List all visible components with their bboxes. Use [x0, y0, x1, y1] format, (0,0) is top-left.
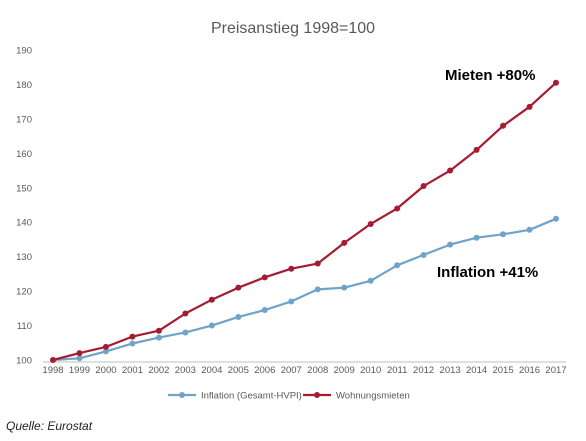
annotation-inflation: Inflation +41%: [437, 264, 538, 281]
y-tick-label: 120: [16, 287, 32, 298]
data-point-wohnungsmieten: [526, 103, 533, 110]
data-point-wohnungsmieten: [394, 205, 401, 212]
data-point-inflation: [182, 329, 189, 336]
data-point-inflation: [553, 215, 559, 222]
data-point-inflation: [76, 355, 83, 362]
legend-marker: [314, 392, 320, 398]
data-point-inflation: [208, 322, 215, 329]
data-point-wohnungsmieten: [553, 79, 559, 86]
data-point-inflation: [341, 284, 348, 291]
data-point-wohnungsmieten: [367, 220, 374, 227]
y-tick-label: 140: [16, 218, 32, 229]
x-tick-label: 2007: [281, 365, 302, 376]
x-tick-label: 1999: [69, 365, 90, 376]
y-tick-label: 130: [16, 252, 32, 263]
data-point-inflation: [261, 307, 268, 314]
data-point-wohnungsmieten: [235, 284, 242, 291]
y-tick-label: 190: [16, 46, 32, 57]
data-point-inflation: [314, 286, 321, 293]
data-point-inflation: [235, 313, 242, 320]
legend-label: Wohnungsmieten: [336, 391, 410, 402]
data-point-inflation: [367, 277, 374, 284]
data-point-inflation: [473, 234, 480, 241]
legend-label: Inflation (Gesamt-HVPI): [201, 391, 302, 402]
data-point-wohnungsmieten: [155, 327, 162, 334]
series-group: [50, 79, 559, 363]
x-tick-label: 2005: [228, 365, 249, 376]
data-point-wohnungsmieten: [208, 296, 215, 303]
x-tick-label: 2004: [201, 365, 222, 376]
data-point-wohnungsmieten: [500, 122, 507, 129]
y-tick-label: 170: [16, 114, 32, 125]
x-tick-label: 1998: [42, 365, 63, 376]
data-point-wohnungsmieten: [182, 310, 189, 317]
x-tick-label: 2001: [122, 365, 143, 376]
x-tick-label: 2009: [334, 365, 355, 376]
data-point-wohnungsmieten: [102, 343, 109, 350]
data-point-wohnungsmieten: [447, 167, 454, 174]
y-axis-ticks: 100 110 120 130 140 150 160 170 180 190: [16, 46, 32, 367]
x-tick-label: 2002: [148, 365, 169, 376]
data-point-inflation: [155, 334, 162, 341]
x-tick-label: 2008: [307, 365, 328, 376]
y-tick-label: 100: [16, 356, 32, 367]
x-tick-label: 2012: [413, 365, 434, 376]
y-tick-label: 110: [17, 321, 32, 332]
data-point-wohnungsmieten: [129, 333, 136, 340]
series-line-inflation: [52, 217, 557, 362]
x-axis-ticks: 1998 1999 2000 2001 2002 2003 2004 2005 2006 2007…: [42, 365, 566, 376]
y-tick-label: 150: [16, 183, 32, 194]
y-tick-label: 180: [16, 80, 32, 91]
data-point-wohnungsmieten: [261, 274, 268, 281]
data-point-inflation: [394, 262, 401, 269]
data-point-inflation: [420, 251, 427, 258]
x-tick-label: 2006: [254, 365, 275, 376]
x-tick-label: 2011: [387, 365, 407, 376]
data-point-wohnungsmieten: [341, 239, 348, 246]
chart-title: Preisanstieg 1998=100: [211, 20, 375, 37]
data-point-inflation: [129, 340, 136, 347]
series-line-wohnungsmieten: [52, 81, 557, 362]
x-tick-label: 2014: [466, 365, 487, 376]
data-point-inflation: [447, 241, 454, 248]
data-point-inflation: [526, 226, 533, 233]
x-tick-label: 2000: [95, 365, 116, 376]
legend: Inflation (Gesamt-HVPI) Wohnungsmieten: [168, 391, 410, 402]
data-point-wohnungsmieten: [420, 183, 427, 190]
data-point-inflation: [102, 348, 109, 355]
y-tick-label: 160: [16, 149, 32, 160]
data-point-inflation: [500, 231, 507, 238]
data-point-wohnungsmieten: [288, 265, 295, 272]
data-point-wohnungsmieten: [314, 260, 321, 267]
x-tick-label: 2010: [360, 365, 381, 376]
data-point-inflation: [288, 298, 295, 305]
legend-marker: [179, 392, 185, 398]
x-tick-label: 2015: [492, 365, 513, 376]
annotation-mieten: Mieten +80%: [445, 67, 535, 84]
data-point-wohnungsmieten: [50, 357, 56, 363]
data-point-wohnungsmieten: [473, 146, 480, 153]
x-tick-label: 2003: [175, 365, 196, 376]
x-tick-label: 2017: [545, 365, 566, 376]
data-point-wohnungsmieten: [76, 350, 83, 357]
source-note: Quelle: Eurostat: [6, 419, 93, 433]
x-tick-label: 2016: [519, 365, 540, 376]
x-tick-label: 2013: [440, 365, 461, 376]
